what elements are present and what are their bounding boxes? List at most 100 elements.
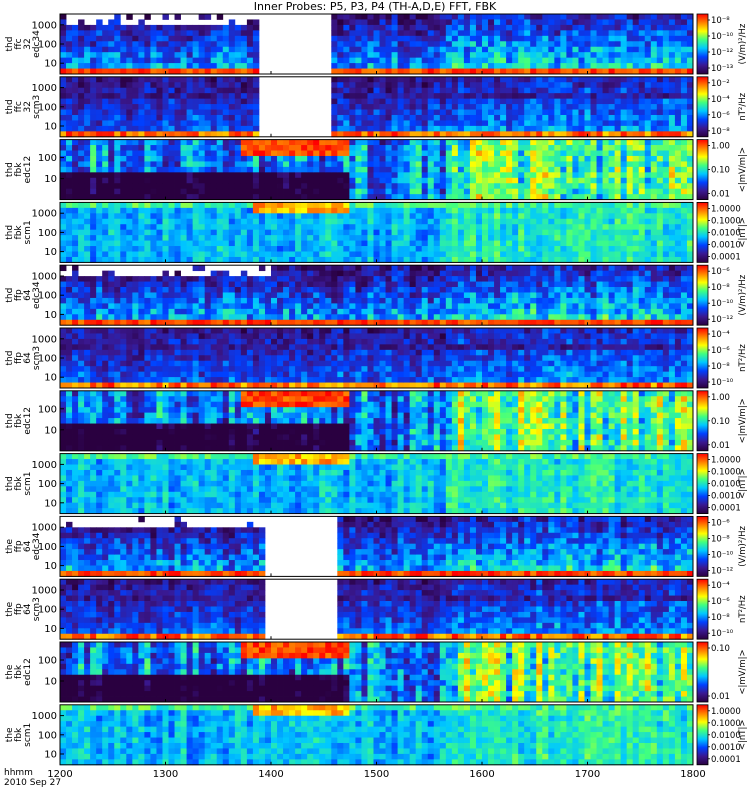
spectrogram-cell [349,109,356,116]
spectrogram-cell [512,76,519,83]
spectrogram-cell [680,207,688,214]
spectrogram-cell [186,24,194,31]
spectrogram-cell [162,213,169,220]
spectrogram-cell [192,287,200,293]
spectrogram-cell [240,224,248,231]
spectrogram-cell [680,120,688,127]
spectrogram-cell [78,194,85,200]
spectrogram-cell [614,82,622,89]
spectrogram-cell [469,194,477,200]
spectrogram-cell [506,19,513,26]
spectrogram-cell [343,240,350,247]
spectrogram-cell [355,207,362,214]
spectrogram-cell [156,183,163,190]
spectrogram-cell [162,303,169,310]
spectrogram-cell [542,87,549,94]
spectrogram-cell [114,251,121,258]
spectrogram-cell [210,207,218,214]
colorbar-tick-label: 10⁻⁴ [711,95,730,105]
spectrogram-cell [168,287,175,293]
spectrogram-cell [355,93,362,100]
spectrogram-cell [638,109,646,116]
spectrogram-cell [138,314,145,321]
spectrogram-cell [650,188,658,195]
spectrogram-cell [469,188,477,195]
spectrogram-cell [72,155,79,162]
spectrogram-cell [228,303,236,310]
spectrogram-cell [596,161,603,168]
spectrogram-cell [331,98,338,105]
spectrogram-cell [530,82,537,89]
spectrogram-cell [307,276,314,282]
spectrogram-cell [373,281,380,288]
spectrogram-cell [590,202,597,209]
spectrogram-cell [174,30,181,37]
spectrogram-cell [180,139,187,146]
spectrogram-cell [204,166,212,173]
spectrogram-cell [584,14,591,20]
spectrogram-cell [373,150,380,157]
spectrogram-cell [488,82,495,89]
spectrogram-cell [421,120,429,127]
spectrogram-cell [66,131,73,138]
spectrogram-cell [198,14,206,20]
spectrogram-cell [644,150,652,157]
spectrogram-cell [415,63,423,69]
spectrogram-cell [385,30,392,37]
spectrogram-cell [403,30,411,37]
spectrogram-cell [60,251,67,258]
spectrogram-cell [246,308,254,315]
spectrogram-cell [512,194,519,200]
spectrogram-cell [385,240,392,247]
spectrogram-cell [433,125,441,132]
spectrogram-cell [391,251,398,258]
spectrogram-cell [439,98,447,105]
spectrogram-cell [319,188,326,195]
spectrogram-cell [379,161,386,168]
spectrogram-cell [488,224,495,231]
spectrogram-cell [289,139,296,146]
spectrogram-cell [494,246,501,252]
spectrogram-cell [264,319,272,326]
spectrogram-cell [216,24,224,31]
colorbar-unit: nT²/Hz [738,92,748,120]
spectrogram-cell [433,145,441,151]
spectrogram-cell [192,41,200,48]
spectrogram-cell [90,297,97,304]
spectrogram-cell [144,104,151,110]
spectrogram-cell [301,281,308,288]
spectrogram-cell [626,30,634,37]
spectrogram-cell [602,19,609,26]
spectrogram-cell [168,82,175,89]
spectrogram-cell [289,276,296,282]
spectrogram-cell [307,240,314,247]
spectrogram-cell [662,256,670,263]
spectrogram-cell [174,131,181,138]
spectrogram-cell [168,224,175,231]
spectrogram-cell [391,303,398,310]
spectrogram-cell [433,251,441,258]
spectrogram-cell [271,256,278,263]
spectrogram-cell [228,297,236,304]
spectrogram-cell [246,161,254,168]
spectrogram-cell [126,120,133,127]
spectrogram-cell [686,202,694,209]
spectrogram-cell [620,30,628,37]
spectrogram-cell [84,194,91,200]
spectrogram-cell [258,287,266,293]
spectrogram-cell [367,246,374,252]
spectrogram-cell [222,251,230,258]
spectrogram-cell [156,229,163,236]
spectrogram-cell [355,314,362,321]
spectrogram-cell [445,35,453,42]
spectrogram-cell [602,109,609,116]
spectrogram-cell [391,246,398,252]
spectrogram-cell [349,183,356,190]
spectrogram-cell [138,68,145,75]
spectrogram-cell [78,114,85,121]
spectrogram-cell [156,150,163,157]
spectrogram-cell [343,213,350,220]
spectrogram-cell [168,30,175,37]
spectrogram-cell [409,161,417,168]
spectrogram-cell [264,235,272,241]
